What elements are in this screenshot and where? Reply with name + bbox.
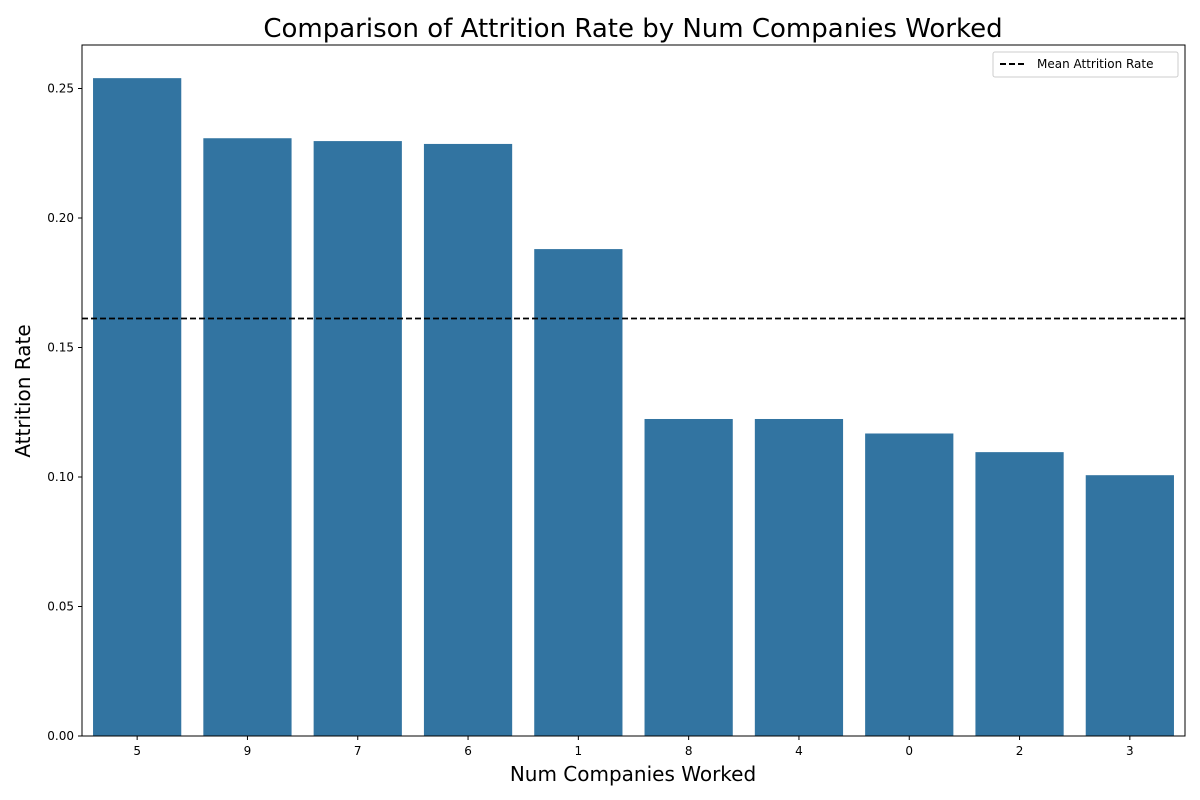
plot-area: 0.00 0.05 0.10 0.15 0.20 0.25 5 9 7 6 1 8 4 0 2 3: [47, 44, 1186, 758]
y-tick-label: 0.20: [47, 211, 74, 225]
x-axis-title: Num Companies Worked: [510, 762, 756, 786]
y-axis-title: Attrition Rate: [11, 324, 35, 457]
x-tick-label: 0: [905, 744, 913, 758]
x-tick-label: 2: [1016, 744, 1024, 758]
x-tick-label: 4: [795, 744, 803, 758]
bar: [754, 418, 844, 736]
bar: [534, 249, 623, 737]
legend-box: [992, 51, 1179, 78]
x-tick-label: 6: [464, 744, 472, 758]
x-tick-label: 5: [133, 744, 141, 758]
bar: [644, 418, 733, 736]
bar: [865, 433, 954, 736]
bar: [975, 452, 1064, 736]
bar: [313, 141, 402, 736]
y-tick-label: 0.00: [47, 729, 74, 743]
x-tick-label: 3: [1126, 744, 1134, 758]
y-tick-label: 0.10: [47, 470, 74, 484]
plot-frame: [81, 44, 1186, 737]
legend: Mean Attrition Rate: [992, 51, 1179, 78]
bar: [203, 138, 292, 736]
x-tick-label: 9: [244, 744, 252, 758]
chart-title: Comparison of Attrition Rate by Num Comp…: [263, 14, 1002, 44]
x-tick-label: 1: [575, 744, 583, 758]
bar: [93, 78, 182, 736]
y-tick-label: 0.15: [47, 341, 74, 355]
y-tick-label: 0.05: [47, 600, 74, 614]
x-tick-label: 7: [354, 744, 362, 758]
y-tick-label: 0.25: [47, 82, 74, 96]
bar: [423, 143, 513, 736]
legend-label: Mean Attrition Rate: [1037, 57, 1154, 71]
bar: [1085, 475, 1174, 736]
x-tick-label: 8: [685, 744, 693, 758]
